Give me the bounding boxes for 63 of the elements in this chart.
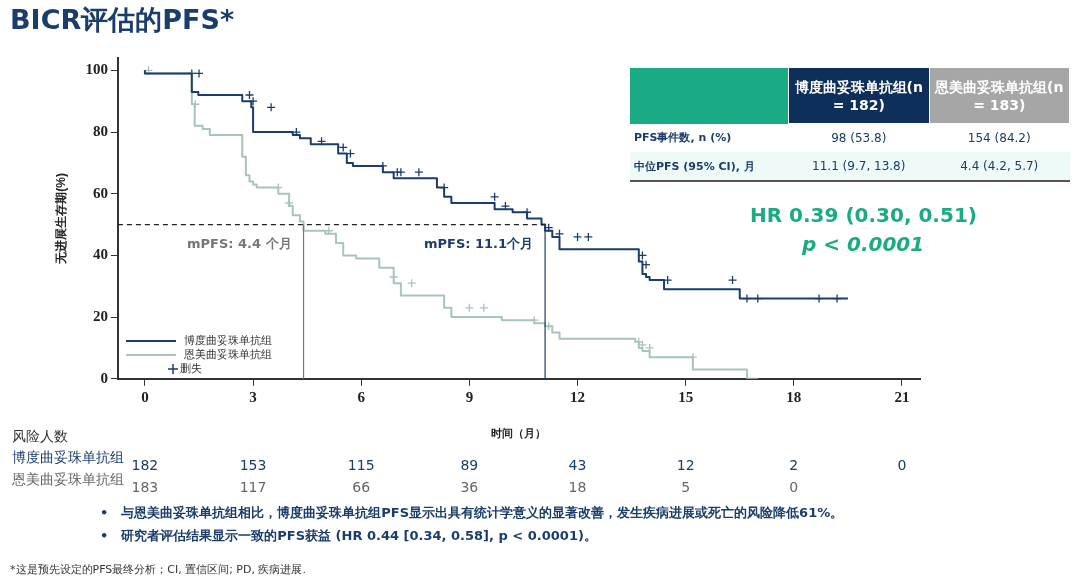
chart-title: BICR评估的PFS* bbox=[10, 3, 235, 37]
text: 182 bbox=[131, 457, 159, 473]
text: 恩美曲妥珠单抗组 bbox=[12, 471, 124, 489]
text: 恩美曲妥珠单抗组(n = 183) bbox=[929, 67, 1070, 124]
y-tick-label: 0 bbox=[100, 369, 108, 386]
text: 117 bbox=[239, 479, 267, 495]
text: *这是预先设定的PFS最终分析；CI, 置信区间; PD, 疾病进展. bbox=[10, 562, 306, 577]
annotation: p < 0.0001 bbox=[802, 232, 925, 256]
annotation: HR 0.39 (0.30, 0.51) bbox=[750, 203, 977, 227]
text: 风险人数 bbox=[12, 428, 68, 446]
y-axis-title: 无进展生存期(%) bbox=[53, 173, 68, 265]
point bbox=[194, 68, 204, 79]
y-tick-label: 100 bbox=[85, 61, 108, 78]
text: 18 bbox=[568, 479, 587, 495]
text: 0 bbox=[789, 479, 799, 495]
x-tick-label: 6 bbox=[357, 388, 366, 405]
x-tick-label: 9 bbox=[465, 388, 474, 405]
x-tick-label: 12 bbox=[570, 388, 586, 405]
point bbox=[572, 232, 583, 242]
legend-label: 删失 bbox=[179, 361, 202, 377]
y-tick-label: 60 bbox=[92, 184, 108, 201]
point bbox=[414, 167, 424, 177]
annotation: PFS事件数, n (%) bbox=[630, 123, 789, 152]
text: • 研究者评估结果显示一致的PFS获益 (HR 0.44 [0.34, 0.58], p < 0.0001)。 bbox=[100, 527, 598, 545]
annotation: 11.1 (9.7, 13.8) bbox=[788, 152, 929, 181]
point bbox=[479, 303, 489, 313]
text: 博度曲妥珠单抗组 bbox=[12, 449, 124, 467]
text: 2 bbox=[789, 457, 799, 473]
text: 153 bbox=[239, 457, 267, 473]
text: 183 bbox=[131, 479, 159, 495]
y-tick-label: 40 bbox=[92, 246, 108, 263]
x-tick-label: 3 bbox=[249, 388, 257, 405]
text: 66 bbox=[352, 479, 371, 495]
legend-label: 恩美曲妥珠单抗组 bbox=[183, 347, 272, 363]
annotation: 博度曲妥珠单抗组(n = 182) bbox=[788, 67, 929, 124]
point bbox=[464, 303, 475, 313]
text: 36 bbox=[460, 479, 479, 495]
text: 43 bbox=[568, 457, 587, 473]
table-row: 中位PFS (95% CI), 月 11.1 (9.7, 13.8) 4.4 (4.2, 5.7) bbox=[630, 152, 1070, 181]
text: 0 bbox=[897, 457, 907, 473]
text: 115 bbox=[347, 457, 375, 473]
text: 12 bbox=[676, 457, 695, 473]
y-tick-label: 20 bbox=[92, 307, 108, 324]
table-row: PFS事件数, n (%) 98 (53.8) 154 (84.2) bbox=[630, 123, 1070, 152]
x-tick-label: 18 bbox=[786, 388, 802, 405]
y-tick-label: 80 bbox=[92, 122, 108, 139]
point bbox=[663, 275, 673, 285]
point bbox=[644, 343, 655, 353]
point bbox=[727, 275, 738, 285]
legend-label: 博度曲妥珠单抗组 bbox=[183, 333, 272, 348]
ref-line-label: mPFS: 4.4 个月 bbox=[186, 235, 292, 251]
text: • 与恩美曲妥珠单抗组相比，博度曲妥珠单抗组PFS显示出具有统计学意义的显著改善，发生疾病进展或死亡的风险降低61%。 bbox=[100, 504, 844, 522]
x-tick-label: 21 bbox=[894, 388, 910, 405]
x-axis-title: 时间（月） bbox=[491, 427, 547, 441]
text: 89 bbox=[460, 457, 479, 473]
annotation: 中位PFS (95% CI), 月 bbox=[630, 152, 789, 181]
x-tick-label: 0 bbox=[141, 388, 149, 405]
annotation: 98 (53.8) bbox=[788, 123, 929, 152]
point bbox=[266, 102, 276, 112]
ref-line-label: mPFS: 11.1个月 bbox=[423, 235, 534, 251]
point bbox=[583, 232, 593, 242]
x-tick-label: 15 bbox=[678, 388, 694, 405]
text: 5 bbox=[681, 479, 691, 495]
